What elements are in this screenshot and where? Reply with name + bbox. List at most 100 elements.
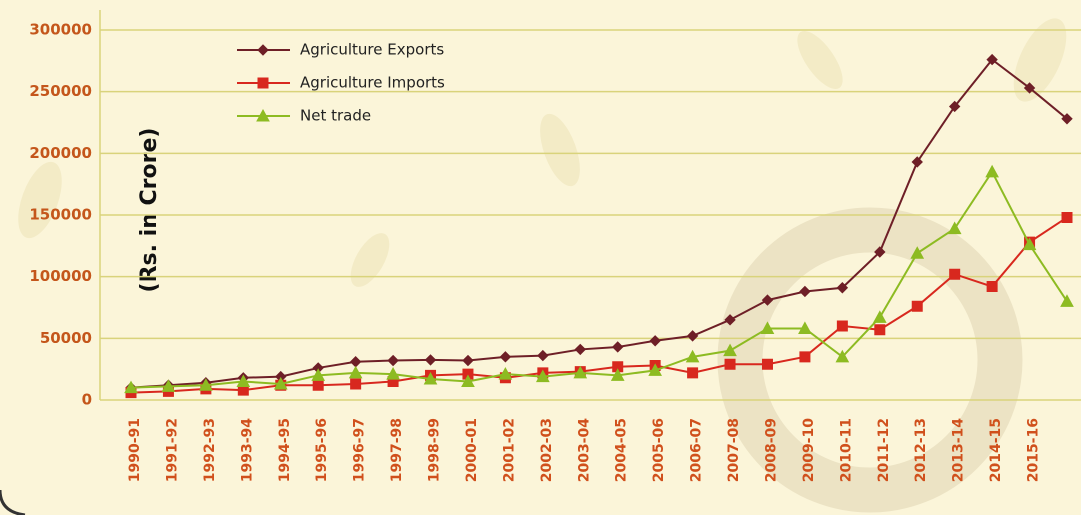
data-point <box>311 368 326 381</box>
data-point <box>761 294 774 306</box>
x-tick-label: 2014-15 <box>988 418 1004 482</box>
data-point <box>462 368 474 380</box>
data-point <box>723 343 737 357</box>
x-tick-label: 2003-04 <box>576 418 592 483</box>
data-point <box>610 368 625 381</box>
data-point <box>124 380 138 394</box>
legend-label: Net trade <box>300 107 371 125</box>
data-point <box>387 354 399 367</box>
data-point <box>836 282 849 294</box>
data-point <box>498 367 513 380</box>
data-point <box>612 361 624 373</box>
data-point <box>686 330 699 342</box>
data-point <box>911 300 923 312</box>
legend-marker <box>256 108 270 122</box>
series-line <box>130 58 1068 389</box>
legend-marker <box>257 77 269 89</box>
data-point <box>1061 211 1073 223</box>
data-point <box>985 164 999 178</box>
data-point <box>573 365 588 379</box>
legend-label: Agriculture Exports <box>300 41 444 59</box>
x-tick-label: 2015-16 <box>1026 418 1042 482</box>
data-point <box>648 363 663 376</box>
data-point <box>199 378 213 391</box>
border <box>0 489 26 515</box>
data-point <box>799 285 811 298</box>
x-tick-label: 1990-91 <box>127 418 143 482</box>
data-point <box>685 349 700 363</box>
data-point <box>872 310 887 323</box>
x-tick-label: 2012-13 <box>913 418 929 482</box>
x-tick-label: 1996-97 <box>352 418 368 482</box>
x-tick-label: 2009-10 <box>801 418 817 483</box>
data-point <box>724 358 736 370</box>
data-point <box>236 374 251 387</box>
data-point <box>312 379 324 391</box>
data-point <box>986 53 998 66</box>
data-point <box>1060 294 1074 307</box>
x-tick-label: 2007-08 <box>726 418 742 482</box>
x-tick-label: 1995-96 <box>314 418 330 482</box>
y-axis-label: (Rs. in Crore) <box>137 128 162 293</box>
x-tick-label: 1997-98 <box>389 418 405 482</box>
legend-marker <box>257 44 269 56</box>
x-tick-label: 2011-12 <box>876 418 892 482</box>
data-point <box>273 376 288 390</box>
series-line <box>130 216 1068 394</box>
x-tick-label: 2004-05 <box>614 418 630 482</box>
data-point <box>386 367 400 380</box>
x-tick-label: 2002-03 <box>539 418 555 482</box>
data-point <box>423 371 438 385</box>
x-tick-label: 1991-92 <box>164 418 180 482</box>
x-tick-label: 1994-95 <box>277 418 293 482</box>
x-tick-label: 2001-02 <box>501 418 517 482</box>
data-point <box>949 268 961 280</box>
data-point <box>687 367 699 379</box>
data-point <box>948 100 961 113</box>
data-point <box>761 358 773 370</box>
data-point <box>874 324 886 336</box>
data-point <box>1023 82 1036 94</box>
x-tick-label: 2010-11 <box>838 418 854 482</box>
data-point <box>462 354 474 367</box>
data-point <box>947 221 962 235</box>
data-point <box>537 349 549 362</box>
y-tick-label: 50000 <box>40 329 92 347</box>
x-tick-label: 2006-07 <box>689 418 705 482</box>
data-point <box>836 320 848 332</box>
data-point <box>649 335 661 347</box>
data-point <box>760 321 775 334</box>
series-line <box>130 169 1068 389</box>
data-point <box>535 369 550 383</box>
data-point <box>461 374 475 387</box>
y-tick-label: 150000 <box>29 206 92 224</box>
data-point <box>986 281 998 293</box>
y-tick-label: 300000 <box>29 21 92 39</box>
x-tick-label: 1998-99 <box>427 418 443 482</box>
data-point <box>835 349 850 363</box>
y-tick-label: 100000 <box>29 267 92 285</box>
legend-label: Agriculture Imports <box>300 74 445 92</box>
x-tick-label: 1993-94 <box>239 418 255 483</box>
data-point <box>499 351 512 363</box>
x-tick-label: 2000-01 <box>464 418 480 482</box>
data-point <box>799 351 811 363</box>
data-point <box>1061 113 1073 125</box>
data-point <box>911 156 923 168</box>
data-point <box>574 343 586 356</box>
data-point <box>874 246 886 258</box>
data-point <box>724 314 736 326</box>
x-tick-label: 2008-09 <box>763 418 779 482</box>
data-point <box>612 341 624 353</box>
y-tick-label: 200000 <box>29 144 92 162</box>
data-point <box>1022 237 1037 251</box>
data-point <box>350 378 362 390</box>
decoration <box>18 18 1067 513</box>
data-point <box>348 365 363 379</box>
data-point <box>910 246 925 259</box>
data-point <box>161 379 176 392</box>
data-point <box>424 354 437 366</box>
x-tick-label: 2005-06 <box>651 418 667 482</box>
